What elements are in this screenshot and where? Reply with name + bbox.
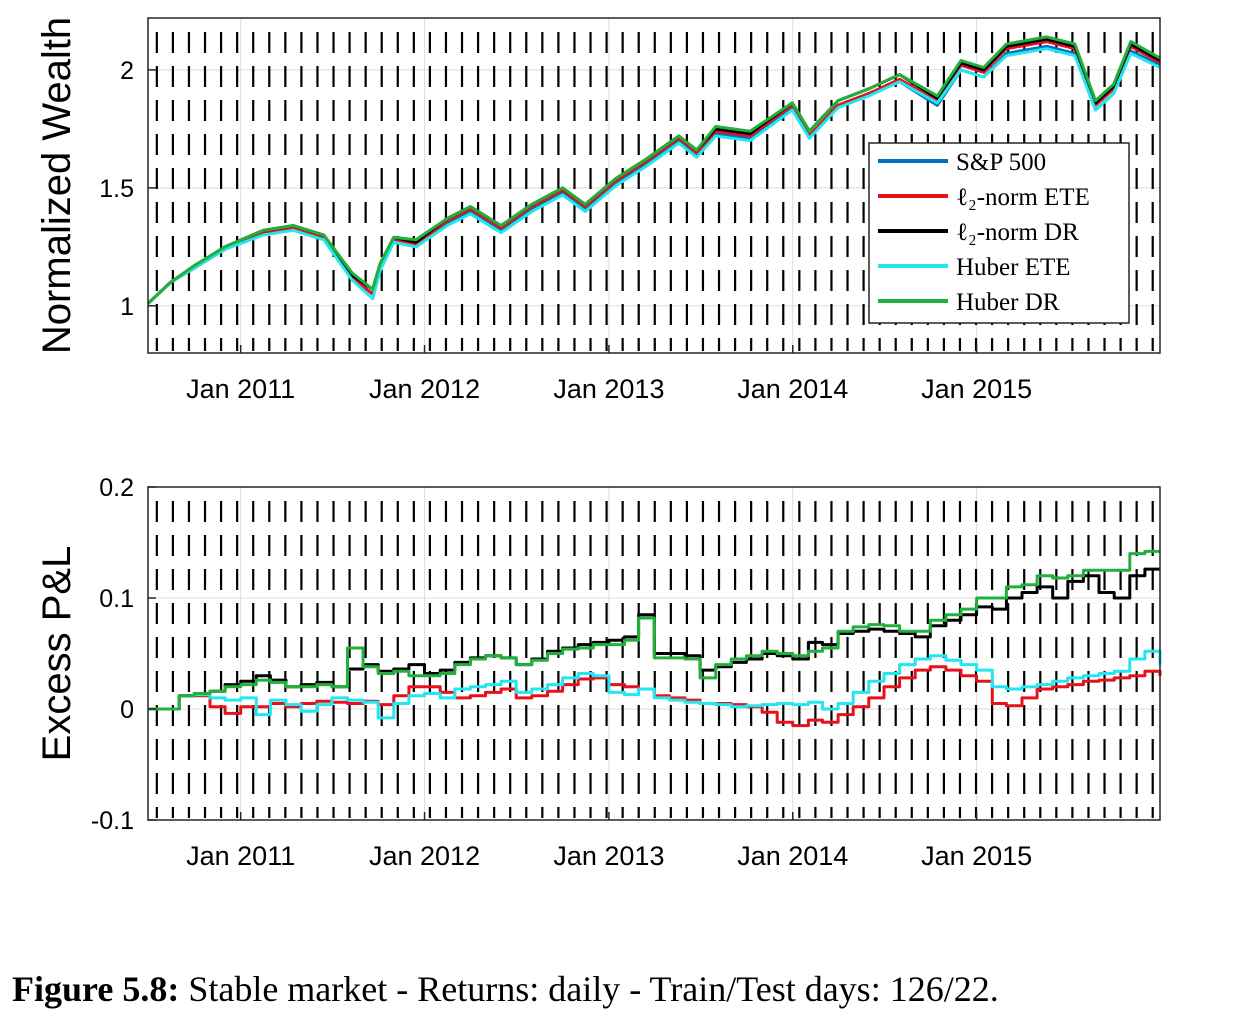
legend: S&P 500 ℓ₂-norm ETE ℓ₂-norm DR Huber ETE Hub… <box>868 142 1130 324</box>
series-line-huber-ete <box>148 649 1162 720</box>
x-tick-label: Jan 2011 <box>186 841 295 871</box>
excess-pnl-chart: Jan 2011 Jan 2012 Jan 2013 Jan 2014 Jan 2015… <box>35 474 1162 871</box>
y-tick-label: 0 <box>120 696 134 724</box>
x-tick-label: Jan 2014 <box>737 841 848 871</box>
x-tick-label: Jan 2012 <box>369 374 480 404</box>
series-line-huber-dr <box>146 35 1161 305</box>
y-axis-label: Excess P&L <box>35 546 79 762</box>
caption-text: Stable market - Returns: daily - Train/T… <box>188 969 999 1009</box>
y-tick-label: -0.1 <box>91 807 134 835</box>
y-tick-label: 1.5 <box>99 175 134 203</box>
x-tick-label: Jan 2013 <box>553 374 664 404</box>
wealth-chart: Jan 2011 Jan 2012 Jan 2013 Jan 2014 Jan 2015… <box>35 17 1161 404</box>
x-tick-label: Jan 2015 <box>921 374 1032 404</box>
legend-label: ℓ₂-norm ETE <box>956 184 1090 211</box>
y-tick-label: 0.2 <box>99 474 134 502</box>
legend-label: Huber ETE <box>956 254 1071 281</box>
x-tick-label: Jan 2011 <box>186 374 295 404</box>
y-axis-label: Normalized Wealth <box>35 17 79 354</box>
figure-caption: Figure 5.8: Stable market - Returns: dai… <box>12 968 1257 1010</box>
series-line-huber-dr <box>148 549 1160 711</box>
legend-label: S&P 500 <box>956 149 1046 176</box>
x-tick-label: Jan 2014 <box>737 374 848 404</box>
y-tick-label: 2 <box>120 57 134 85</box>
axes-frame <box>147 486 1161 821</box>
y-tick-label: 0.1 <box>99 585 134 613</box>
x-tick-label: Jan 2015 <box>921 841 1032 871</box>
x-tick-label: Jan 2013 <box>553 841 664 871</box>
series-line-huber-ete <box>146 47 1161 305</box>
y-tick-label: 1 <box>120 293 134 321</box>
legend-label: Huber DR <box>956 289 1060 316</box>
caption-label: Figure 5.8: <box>12 969 180 1009</box>
x-tick-label: Jan 2012 <box>369 841 480 871</box>
legend-label: ℓ₂-norm DR <box>956 219 1079 246</box>
axes-frame <box>147 17 1161 354</box>
